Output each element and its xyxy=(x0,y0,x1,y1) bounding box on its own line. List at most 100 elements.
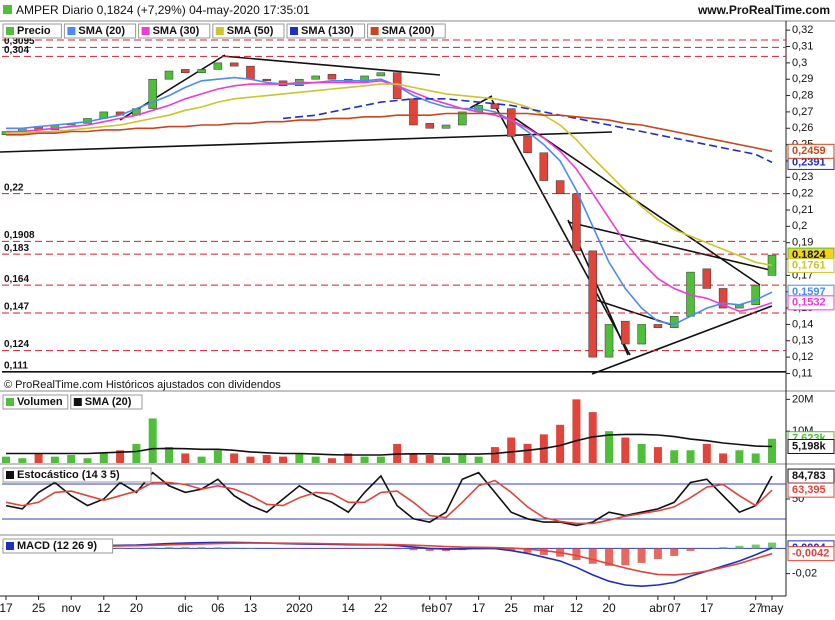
legend-box xyxy=(138,23,211,39)
x-tick-label: 22 xyxy=(374,601,388,615)
legend-label: SMA (30) xyxy=(153,25,200,37)
y-tick-label: 0,19 xyxy=(792,237,813,249)
level-label: 0,183 xyxy=(4,243,29,254)
macd-histogram-bar xyxy=(132,547,141,549)
x-tick-label: 12 xyxy=(570,601,584,615)
legend-swatch xyxy=(141,27,150,35)
legend-label: Estocástico (14 3 5) xyxy=(17,469,120,481)
legend-box xyxy=(2,394,69,410)
macd-histogram-bar xyxy=(116,547,125,549)
volume-bar xyxy=(279,456,288,463)
legend-item: SMA (20) xyxy=(63,23,137,39)
volume-bar xyxy=(18,458,27,463)
candle xyxy=(213,62,223,70)
legend-label: MACD (12 26 9) xyxy=(17,540,97,552)
volume-bar xyxy=(442,456,451,463)
y-tick-label: 0,22 xyxy=(792,188,813,200)
candle xyxy=(262,78,272,82)
x-tick-label: mar xyxy=(533,601,554,615)
y-tick-label: 0,11 xyxy=(792,367,813,379)
legend-label: SMA (50) xyxy=(227,25,274,37)
x-tick-label: 13 xyxy=(244,601,258,615)
volume-bar xyxy=(67,455,76,463)
candle xyxy=(181,69,190,73)
volume-bar xyxy=(262,455,271,463)
volume-bar xyxy=(344,453,353,463)
volume-bar xyxy=(230,453,239,463)
volume-bar xyxy=(425,455,434,463)
candle xyxy=(229,62,239,67)
last-value-label: 0,1761 xyxy=(792,259,826,271)
candle xyxy=(425,123,434,129)
candle xyxy=(572,193,581,252)
last-value-label: 0,2391 xyxy=(792,156,826,168)
last-value-label: 0,2459 xyxy=(792,145,826,157)
volume-bar xyxy=(621,437,630,463)
legend-label: Precio xyxy=(17,25,51,37)
x-tick-label: 17 xyxy=(472,601,486,615)
volume-bar xyxy=(458,453,467,463)
legend-box xyxy=(212,23,285,39)
macd-histogram-bar xyxy=(230,547,239,549)
legend-box xyxy=(2,538,114,554)
level-label: 0,3095 xyxy=(4,36,35,47)
macd-histogram-bar xyxy=(637,548,646,563)
legend-label: SMA (20) xyxy=(78,25,125,37)
volume-bar xyxy=(490,447,499,463)
volume-bar xyxy=(605,431,614,463)
legend-swatch xyxy=(6,27,14,35)
legend-item: SMA (200) xyxy=(367,23,446,39)
x-tick-label: 06 xyxy=(211,601,225,615)
volume-bar xyxy=(653,447,662,463)
last-value-box xyxy=(787,546,835,562)
candle xyxy=(555,180,565,194)
y-tick-label: 0,27 xyxy=(792,106,813,118)
volume-bar xyxy=(751,453,760,463)
macd-histogram-bar xyxy=(507,548,516,551)
x-tick-label: nov xyxy=(62,601,81,615)
level-label: 0,111 xyxy=(4,360,28,371)
candle xyxy=(539,152,549,181)
candle xyxy=(246,65,255,80)
legend-swatch xyxy=(6,471,14,479)
y-tick-label: 0,13 xyxy=(792,335,813,347)
legend-swatch xyxy=(73,398,82,406)
candle xyxy=(653,324,663,328)
y-tick-label: 0,3 xyxy=(792,57,807,69)
candle xyxy=(588,250,597,358)
volume-bar xyxy=(197,456,206,463)
volume-bar xyxy=(34,453,43,463)
volume-bar xyxy=(376,456,385,463)
candle xyxy=(311,75,320,80)
macd-histogram-bar xyxy=(425,548,434,551)
x-tick-label: 20 xyxy=(130,601,144,615)
series-line xyxy=(5,542,773,576)
candle xyxy=(441,124,451,129)
x-tick-label: 27 xyxy=(749,601,763,615)
volume-bar xyxy=(246,456,255,463)
candle xyxy=(637,324,646,345)
x-tick-label: 20 xyxy=(602,601,616,615)
volume-bar xyxy=(572,399,581,463)
legend-box xyxy=(2,467,152,483)
macd-histogram-bar xyxy=(751,544,760,549)
volume-bar xyxy=(768,438,776,463)
macd-histogram-bar xyxy=(295,548,304,549)
macd-histogram-bar xyxy=(719,547,728,549)
macd-histogram-bar xyxy=(311,548,320,549)
legend-swatch xyxy=(6,398,14,406)
legend-label: SMA (20) xyxy=(85,396,132,408)
series-line xyxy=(6,83,773,267)
candle xyxy=(164,70,174,80)
volume-bar xyxy=(83,458,92,463)
legend-box xyxy=(286,23,366,39)
level-label: 0,164 xyxy=(4,274,29,285)
volume-bar xyxy=(311,456,320,463)
legend-swatch xyxy=(370,27,379,35)
level-label: 0,22 xyxy=(4,182,24,193)
candle xyxy=(718,288,728,309)
legend-item: Estocástico (14 3 5) xyxy=(2,467,152,483)
volume-bar xyxy=(556,424,565,463)
macd-histogram-bar xyxy=(327,548,336,549)
